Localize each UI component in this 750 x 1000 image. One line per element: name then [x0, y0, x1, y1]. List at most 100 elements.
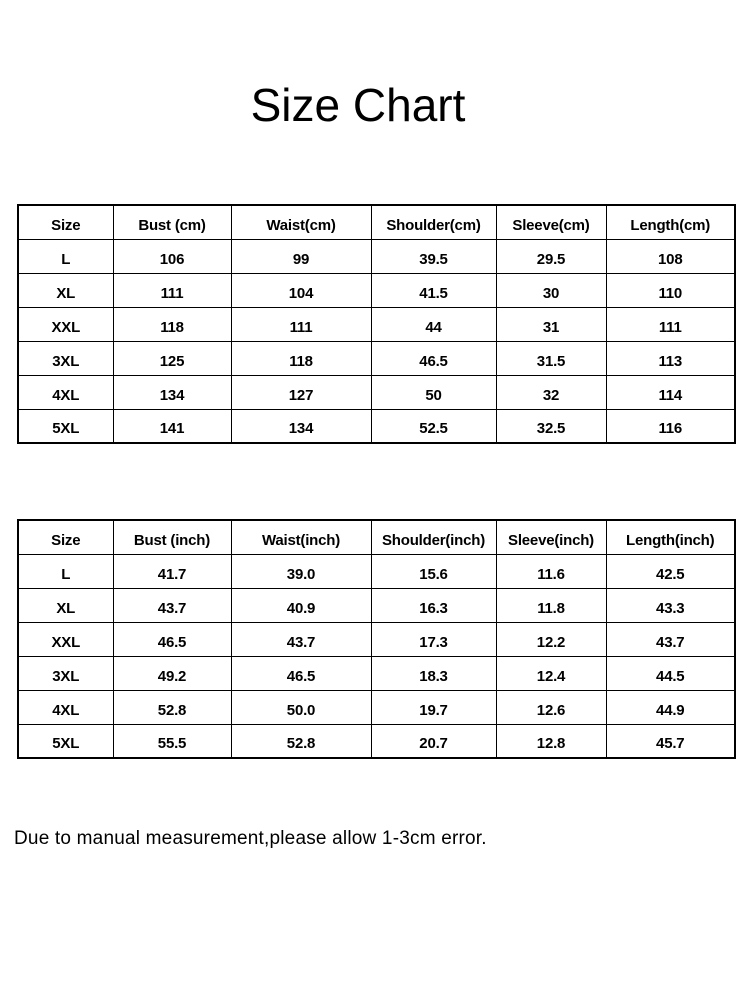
- measurement-cell: 118: [112, 306, 232, 342]
- measurement-cell: 44.9: [605, 689, 736, 725]
- measurement-cell: 11.8: [495, 587, 607, 623]
- measurement-cell: 17.3: [370, 621, 497, 657]
- size-label-cell: 4XL: [17, 689, 114, 725]
- column-header: Waist(inch): [230, 519, 372, 555]
- measurement-cell: 45.7: [605, 723, 736, 759]
- size-table-inch: Size Bust (inch) Waist(inch) Shoulder(inch)…: [17, 519, 736, 759]
- measurement-cell: 99: [230, 238, 372, 274]
- measurement-cell: 39.5: [370, 238, 497, 274]
- measurement-cell: 43.7: [112, 587, 232, 623]
- measurement-cell: 40.9: [230, 587, 372, 623]
- measurement-cell: 41.5: [370, 272, 497, 308]
- size-label-cell: XXL: [17, 621, 114, 657]
- column-header: Length(inch): [605, 519, 736, 555]
- size-label-cell: 3XL: [17, 655, 114, 691]
- column-header: Waist(cm): [230, 204, 372, 240]
- measurement-cell: 32: [495, 374, 607, 410]
- column-header: Bust (cm): [112, 204, 232, 240]
- size-label-cell: XXL: [17, 306, 114, 342]
- measurement-cell: 111: [112, 272, 232, 308]
- measurement-cell: 12.2: [495, 621, 607, 657]
- measurement-cell: 41.7: [112, 553, 232, 589]
- measurement-cell: 52.8: [230, 723, 372, 759]
- table-row: 3XL 125 118 46.5 31.5 113: [17, 340, 736, 376]
- column-header: Shoulder(inch): [370, 519, 497, 555]
- table-row: XXL 46.5 43.7 17.3 12.2 43.7: [17, 621, 736, 657]
- measurement-cell: 52.5: [370, 408, 497, 444]
- measurement-cell: 46.5: [112, 621, 232, 657]
- column-header: Size: [17, 204, 114, 240]
- measurement-cell: 52.8: [112, 689, 232, 725]
- measurement-cell: 15.6: [370, 553, 497, 589]
- table-row: 5XL 55.5 52.8 20.7 12.8 45.7: [17, 723, 736, 759]
- column-header: Shoulder(cm): [370, 204, 497, 240]
- measurement-cell: 29.5: [495, 238, 607, 274]
- measurement-cell: 49.2: [112, 655, 232, 691]
- measurement-cell: 134: [230, 408, 372, 444]
- table-row: L 41.7 39.0 15.6 11.6 42.5: [17, 553, 736, 589]
- column-header: Bust (inch): [112, 519, 232, 555]
- measurement-cell: 118: [230, 340, 372, 376]
- measurement-cell: 50.0: [230, 689, 372, 725]
- measurement-cell: 55.5: [112, 723, 232, 759]
- table-header-row: Size Bust (inch) Waist(inch) Shoulder(inch)…: [17, 519, 736, 555]
- measurement-cell: 44.5: [605, 655, 736, 691]
- measurement-cell: 30: [495, 272, 607, 308]
- size-label-cell: L: [17, 238, 114, 274]
- measurement-cell: 50: [370, 374, 497, 410]
- measurement-cell: 106: [112, 238, 232, 274]
- measurement-cell: 127: [230, 374, 372, 410]
- table-row: 4XL 134 127 50 32 114: [17, 374, 736, 410]
- measurement-cell: 39.0: [230, 553, 372, 589]
- measurement-cell: 134: [112, 374, 232, 410]
- size-label-cell: 4XL: [17, 374, 114, 410]
- measurement-cell: 20.7: [370, 723, 497, 759]
- measurement-cell: 43.7: [230, 621, 372, 657]
- measurement-cell: 141: [112, 408, 232, 444]
- measurement-cell: 31.5: [495, 340, 607, 376]
- measurement-cell: 125: [112, 340, 232, 376]
- column-header: Sleeve(cm): [495, 204, 607, 240]
- measurement-cell: 114: [605, 374, 736, 410]
- size-label-cell: L: [17, 553, 114, 589]
- size-label-cell: 3XL: [17, 340, 114, 376]
- measurement-cell: 111: [230, 306, 372, 342]
- measurement-cell: 116: [605, 408, 736, 444]
- table-row: 3XL 49.2 46.5 18.3 12.4 44.5: [17, 655, 736, 691]
- measurement-cell: 110: [605, 272, 736, 308]
- column-header: Sleeve(inch): [495, 519, 607, 555]
- size-label-cell: 5XL: [17, 723, 114, 759]
- measurement-cell: 18.3: [370, 655, 497, 691]
- page-title: Size Chart: [250, 79, 466, 131]
- size-label-cell: XL: [17, 272, 114, 308]
- measurement-cell: 46.5: [230, 655, 372, 691]
- measurement-cell: 108: [605, 238, 736, 274]
- table-row: XXL 118 111 44 31 111: [17, 306, 736, 342]
- table-row: XL 111 104 41.5 30 110: [17, 272, 736, 308]
- table-row: L 106 99 39.5 29.5 108: [17, 238, 736, 274]
- column-header: Length(cm): [605, 204, 736, 240]
- table-header-row: Size Bust (cm) Waist(cm) Shoulder(cm) Sleeve…: [17, 204, 736, 240]
- measurement-cell: 113: [605, 340, 736, 376]
- table-row: 5XL 141 134 52.5 32.5 116: [17, 408, 736, 444]
- measurement-cell: 12.6: [495, 689, 607, 725]
- measurement-cell: 31: [495, 306, 607, 342]
- measurement-cell: 32.5: [495, 408, 607, 444]
- measurement-cell: 104: [230, 272, 372, 308]
- measurement-note: Due to manual measurement,please allow 1…: [14, 828, 487, 849]
- size-table-cm: Size Bust (cm) Waist(cm) Shoulder(cm) Sleeve…: [17, 204, 736, 444]
- table-row: XL 43.7 40.9 16.3 11.8 43.3: [17, 587, 736, 623]
- measurement-cell: 16.3: [370, 587, 497, 623]
- measurement-cell: 12.8: [495, 723, 607, 759]
- measurement-cell: 12.4: [495, 655, 607, 691]
- measurement-cell: 46.5: [370, 340, 497, 376]
- measurement-cell: 111: [605, 306, 736, 342]
- size-label-cell: 5XL: [17, 408, 114, 444]
- measurement-cell: 19.7: [370, 689, 497, 725]
- measurement-cell: 43.7: [605, 621, 736, 657]
- table-row: 4XL 52.8 50.0 19.7 12.6 44.9: [17, 689, 736, 725]
- measurement-cell: 43.3: [605, 587, 736, 623]
- measurement-cell: 44: [370, 306, 497, 342]
- measurement-cell: 42.5: [605, 553, 736, 589]
- size-label-cell: XL: [17, 587, 114, 623]
